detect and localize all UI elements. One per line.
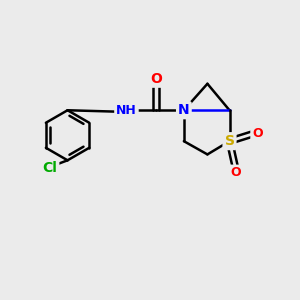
Text: NH: NH [116, 104, 137, 117]
Text: S: S [224, 134, 235, 148]
Text: O: O [150, 72, 162, 86]
Text: O: O [230, 167, 241, 179]
Text: Cl: Cl [43, 161, 57, 175]
Text: N: N [178, 103, 190, 117]
Text: O: O [252, 127, 263, 140]
